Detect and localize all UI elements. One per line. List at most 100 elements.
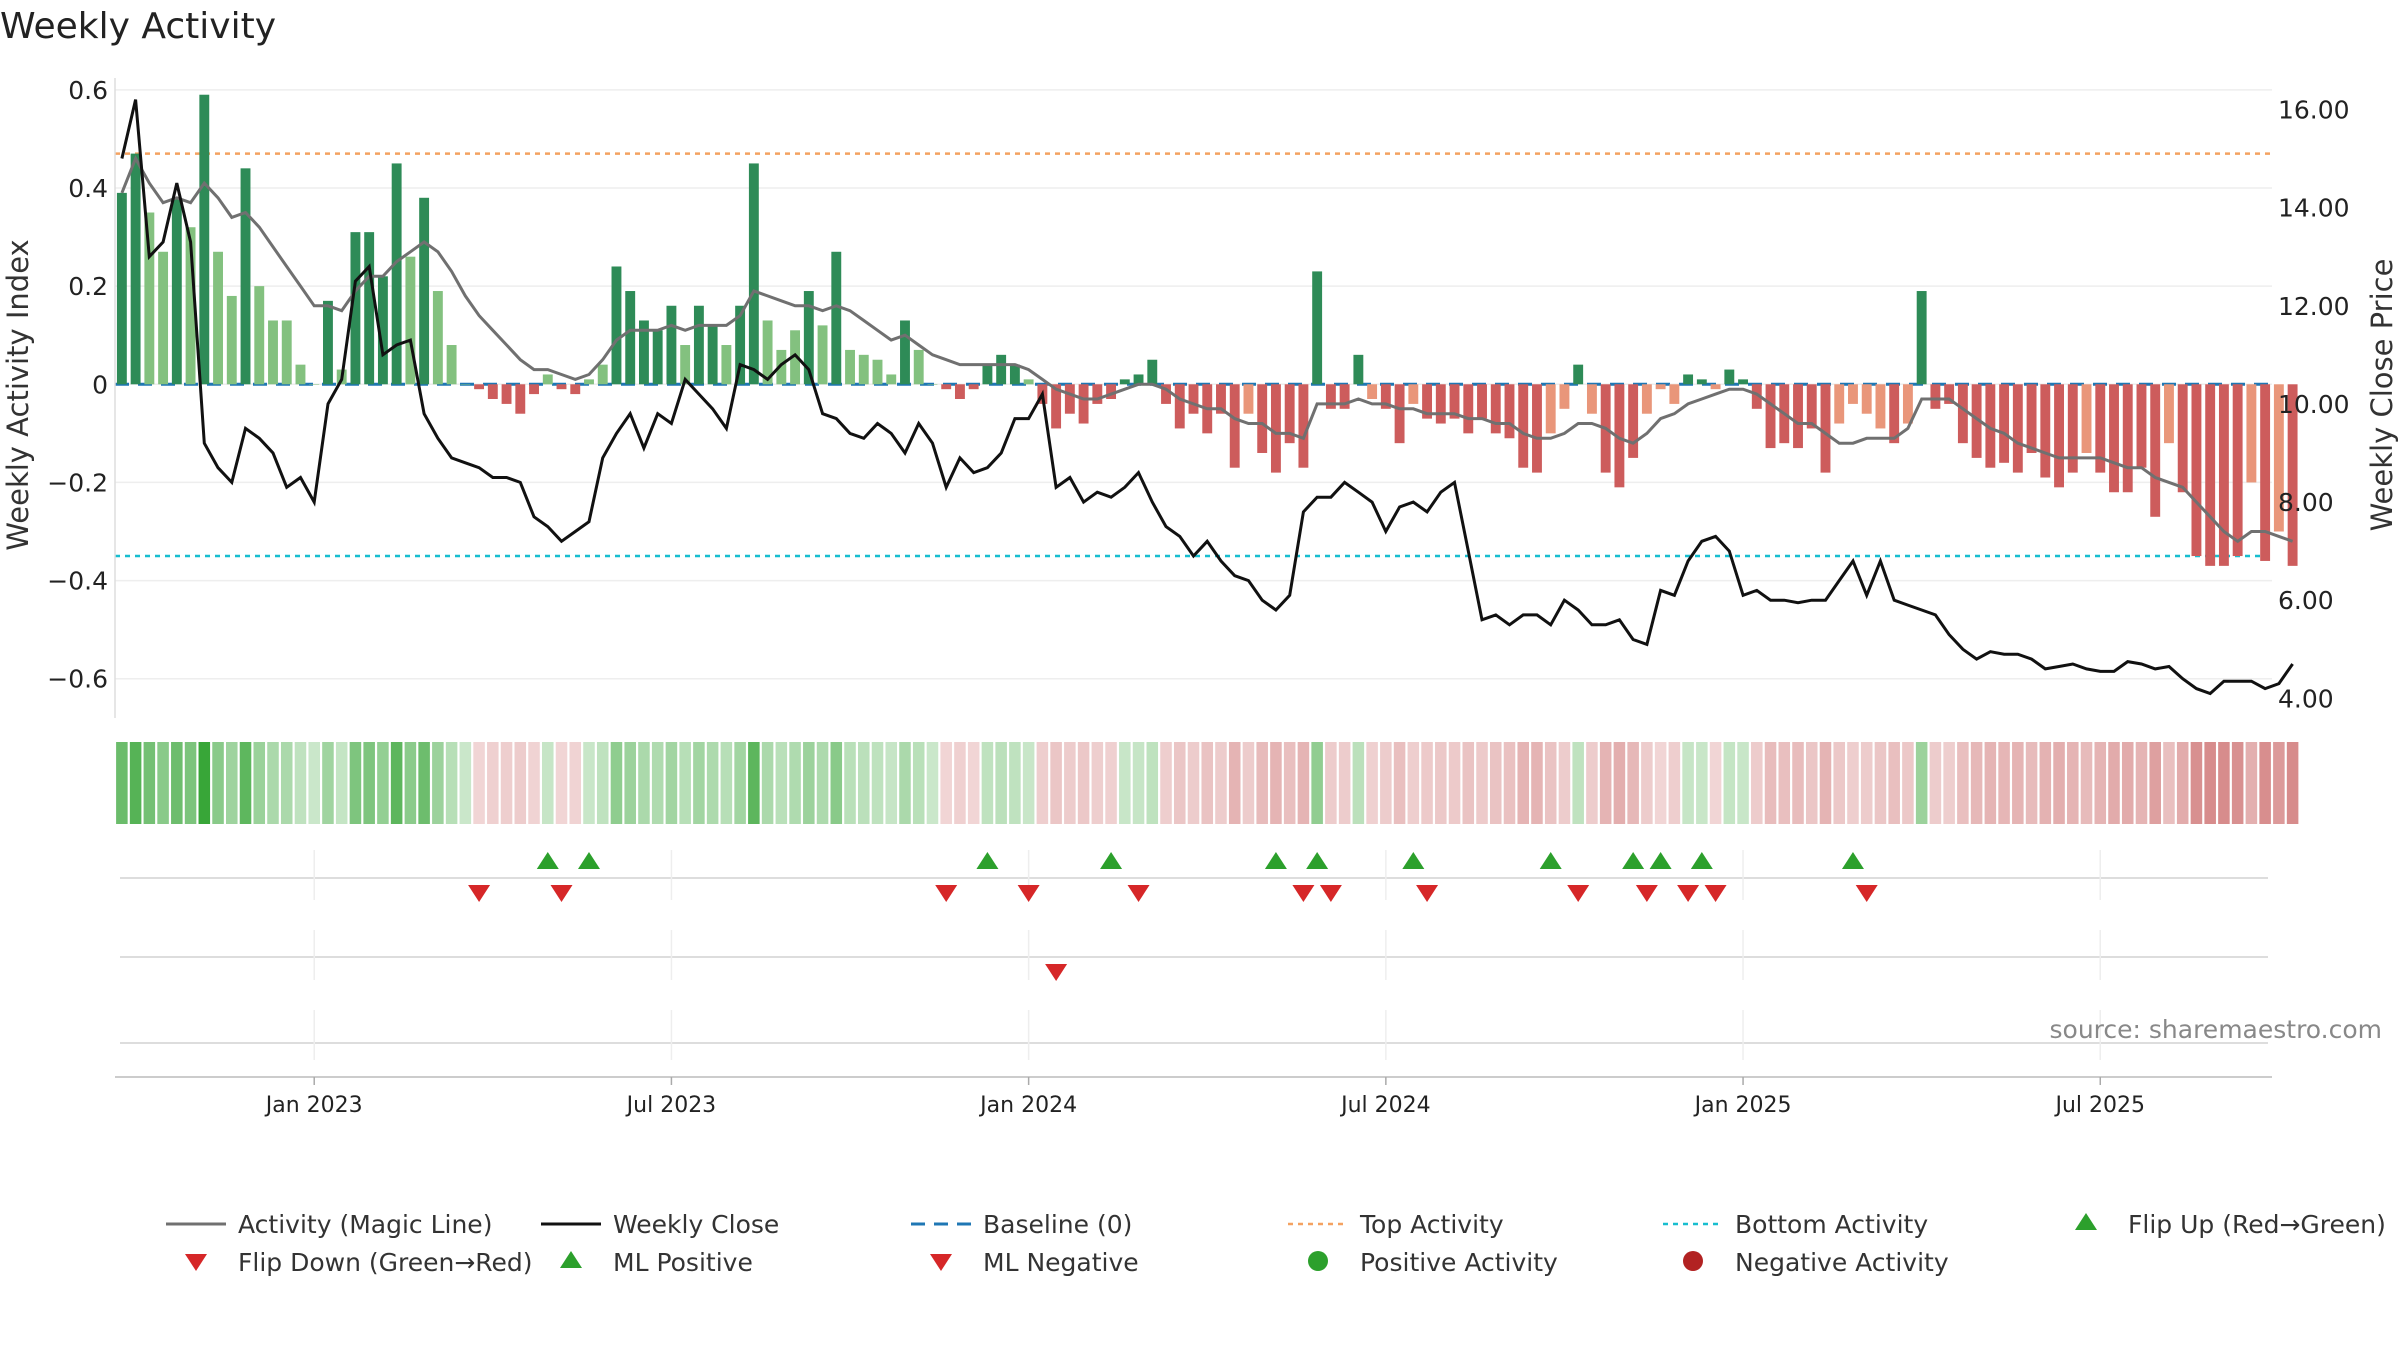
activity-bar [1257, 384, 1268, 453]
activity-bar [1875, 384, 1886, 429]
activity-bar [1353, 354, 1364, 385]
strip-cell [1902, 742, 1914, 824]
strip-cell [1709, 742, 1722, 824]
activity-bar [1408, 384, 1419, 404]
legend-flip-down-swatch [185, 1254, 207, 1271]
activity-bar [584, 379, 594, 385]
x-tick-label: Jul 2024 [1339, 1093, 1431, 1118]
strip-cell [2149, 742, 2161, 824]
strip-cell [1943, 742, 1955, 824]
activity-bar [1270, 384, 1281, 473]
activity-bar [1051, 384, 1062, 429]
strip-background [115, 742, 2272, 824]
flip-up-marker [1622, 852, 1645, 869]
strip-cell [418, 742, 430, 824]
legend-positive-activity-swatch [1308, 1251, 1328, 1271]
strip-cell [912, 742, 925, 824]
activity-bar [501, 384, 512, 404]
strip-cell [1050, 742, 1062, 824]
strip-cell [1957, 742, 1969, 824]
activity-bar [432, 291, 443, 385]
strip-cell [2286, 742, 2299, 824]
strip-cell [1022, 742, 1035, 824]
activity-bar [886, 374, 897, 385]
activity-bar [2012, 384, 2023, 473]
strip-cell [610, 742, 623, 824]
y-left-tick-label: −0.4 [47, 567, 108, 596]
strip-cell [761, 742, 774, 824]
activity-bar [900, 320, 910, 385]
strip-cell [1984, 742, 1997, 824]
x-tick-label: Jul 2023 [625, 1093, 717, 1118]
strip-cell [583, 742, 595, 824]
activity-bar [1820, 384, 1831, 473]
strip-cell [1627, 742, 1639, 824]
flip-down-marker [1635, 885, 1658, 902]
activity-bar [858, 354, 869, 385]
activity-bar [213, 251, 223, 385]
flip-down-marker [935, 885, 958, 902]
activity-bar [1573, 364, 1584, 385]
y-right-tick-label: 12.00 [2278, 292, 2350, 321]
y-right-tick-label: 14.00 [2278, 194, 2350, 223]
strip-cell [624, 742, 636, 824]
activity-bar [2081, 384, 2092, 453]
strip-cell [1476, 742, 1488, 824]
activity-bar [611, 266, 622, 385]
strip-cell [816, 742, 829, 824]
strip-cell [2053, 742, 2065, 824]
strip-cell [1366, 742, 1378, 824]
legend-label: Weekly Close [613, 1210, 779, 1239]
strip-cell [171, 742, 183, 824]
activity-bar [391, 163, 402, 385]
magic-line-series [120, 155, 2294, 544]
activity-bar [1793, 384, 1803, 449]
strip-cell [569, 742, 582, 824]
activity-bar [2054, 384, 2064, 488]
activity-bar [1641, 384, 1652, 414]
strip-cell [1847, 742, 1859, 824]
activity-bar [735, 305, 746, 385]
activity-bar [1174, 384, 1185, 429]
flip-up-marker [577, 852, 600, 869]
strip-cell [1325, 742, 1337, 824]
y-left-tick-label: −0.2 [47, 468, 108, 497]
activity-bar [1312, 271, 1323, 385]
activity-bar [638, 320, 649, 385]
activity-bar [116, 192, 127, 385]
activity-bar [2218, 384, 2229, 566]
activity-bar [2273, 384, 2284, 532]
strip-cell [1119, 742, 1131, 824]
activity-bar [1339, 384, 1350, 409]
activity-bar [1614, 384, 1625, 488]
activity-bar [309, 384, 320, 385]
activity-bar [446, 345, 457, 385]
flip-up-marker [1841, 852, 1864, 869]
activity-bar [2150, 384, 2161, 517]
activity-bar [762, 320, 773, 385]
strip-cell [967, 742, 980, 824]
strip-cell [1998, 742, 2010, 824]
strip-cell [885, 742, 898, 824]
activity-bar [377, 276, 388, 385]
activity-bar [1999, 384, 2010, 463]
activity-heat-strip [115, 742, 2299, 824]
activity-bar [474, 384, 485, 390]
strip-cell [1448, 742, 1461, 824]
strip-cell [748, 742, 760, 824]
activity-bar [1518, 384, 1529, 468]
strip-cell [1737, 742, 1749, 824]
strip-cell [2012, 742, 2024, 824]
activity-bar [226, 295, 237, 385]
strip-cell [1009, 742, 1021, 824]
activity-bar [295, 364, 306, 385]
legend-label: Bottom Activity [1735, 1210, 1928, 1239]
activity-bar [2040, 384, 2051, 478]
y-right-tick-label: 6.00 [2278, 586, 2334, 615]
activity-bar [927, 384, 938, 385]
flip-up-marker [536, 852, 559, 869]
y-axis-left-label: Weekly Activity Index [1, 239, 35, 550]
activity-bar [1147, 359, 1158, 385]
activity-bar [1889, 384, 1900, 444]
activity-bar [460, 384, 471, 385]
